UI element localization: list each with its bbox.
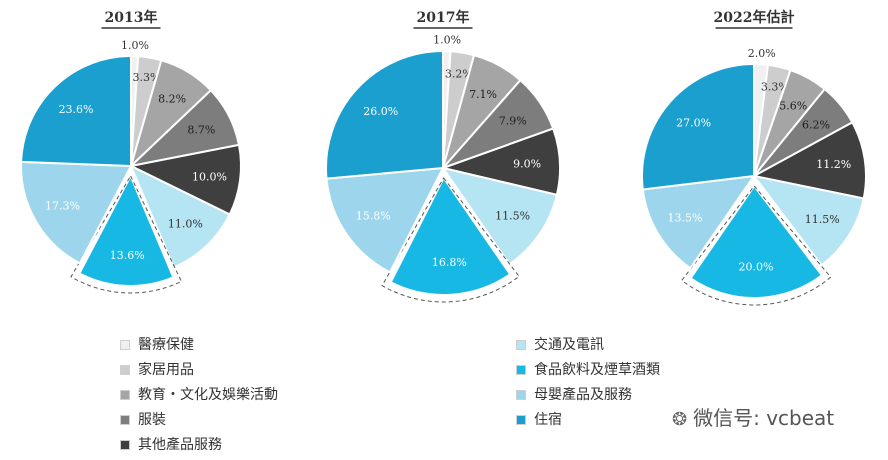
legend-swatch: [120, 440, 130, 450]
pie-data-label: 6.2%: [802, 118, 830, 131]
pie-data-label: 26.0%: [363, 105, 398, 118]
legend-label: 醫療保健: [138, 337, 194, 353]
legend-label: 教育・文化及娛樂活動: [138, 387, 278, 403]
pie-data-label: 7.9%: [499, 115, 527, 128]
pie-title: 2017年: [417, 9, 470, 26]
pie-data-label: 2.0%: [748, 47, 776, 60]
pie-data-label: 13.6%: [110, 249, 145, 262]
legend-label: 食品飲料及煙草酒類: [534, 362, 660, 378]
pie-slice: [440, 166, 559, 266]
pie-data-label: 20.0%: [739, 261, 774, 274]
pie-slice: [127, 143, 242, 216]
pie-slice: [325, 166, 445, 274]
pie-data-label: 15.8%: [356, 209, 391, 222]
pie-data-label: 16.8%: [432, 256, 467, 269]
pie-data-label: 3.3%: [761, 81, 789, 94]
pie-slice: [641, 174, 757, 270]
pie-data-label: 11.5%: [805, 213, 840, 226]
highlight-outline: [70, 174, 183, 294]
pie-data-label: 3.2%: [445, 67, 473, 80]
pie-chart-0: 2013年 1.0% 3.3% 8.2% 8.7% 10.0% 11.0% 13.6% 17.3…: [20, 9, 242, 294]
pie-slice: [78, 173, 175, 287]
legend-item: 交通及電訊: [516, 334, 604, 354]
pie-data-label: 9.0%: [513, 157, 541, 170]
pie-data-label: 7.1%: [469, 88, 497, 101]
pie-data-label: 8.7%: [187, 124, 215, 137]
legend-swatch: [120, 340, 130, 350]
legend-item: 服裝: [120, 409, 166, 429]
legend-swatch: [120, 415, 130, 425]
legend-swatch: [516, 415, 526, 425]
wechat-icon: ❂: [672, 409, 688, 430]
legend-swatch: [516, 365, 526, 375]
highlight-outline: [681, 185, 832, 306]
pie-data-label: 3.3%: [132, 71, 160, 84]
legend-item: 食品飲料及煙草酒類: [516, 359, 660, 379]
pie-chart-1: 2017年 1.0% 3.2% 7.1% 7.9% 9.0% 11.5% 16.8% 15.8%…: [325, 9, 561, 303]
watermark: ❂ 微信号: vcbeat: [672, 402, 834, 431]
pie-data-label: 11.2%: [816, 158, 851, 171]
pie-slice: [129, 163, 232, 269]
legend-label: 交通及電訊: [534, 337, 604, 353]
pie-slice: [389, 176, 512, 296]
pie-data-label: 17.3%: [45, 200, 80, 213]
legend-swatch: [516, 390, 526, 400]
pie-data-label: 11.5%: [495, 210, 530, 223]
pie-title: 2013年: [105, 9, 158, 26]
pie-slice: [641, 62, 755, 191]
pie-chart-2: 2022年估計 2.0% 3.3% 5.6% 6.2% 11.2% 11.5% 20.0% 13…: [641, 9, 867, 306]
legend-swatch: [516, 340, 526, 350]
pie-data-label: 10.0%: [192, 170, 227, 183]
legend-item: 醫療保健: [120, 334, 194, 354]
pie-data-label: 23.6%: [59, 103, 94, 116]
legend-item: 其他產品服務: [120, 434, 222, 454]
pie-slice: [20, 160, 133, 265]
pie-data-label: 1.0%: [121, 39, 149, 52]
pie-slice: [20, 54, 132, 168]
pie-slice: [689, 184, 824, 299]
legend-label: 其他產品服務: [138, 437, 222, 453]
pie-title: 2022年估計: [714, 9, 795, 26]
pie-data-label: 11.0%: [168, 218, 203, 231]
pie-data-label: 5.6%: [779, 100, 807, 113]
legend-label: 住宿: [534, 412, 562, 428]
legend-swatch: [120, 365, 130, 375]
pie-data-label: 13.5%: [668, 212, 703, 225]
highlight-outline: [381, 177, 520, 303]
watermark-text: 微信号: vcbeat: [693, 406, 835, 430]
legend-label: 母嬰產品及服務: [534, 387, 632, 403]
legend-swatch: [120, 390, 130, 400]
pie-slice: [751, 174, 865, 267]
legend-label: 服裝: [138, 412, 166, 428]
legend-label: 家居用品: [138, 362, 194, 378]
legend-item: 家居用品: [120, 359, 194, 379]
pie-data-label: 1.0%: [433, 33, 461, 46]
legend-item: 教育・文化及娛樂活動: [120, 384, 278, 404]
pie-data-label: 27.0%: [676, 117, 711, 130]
legend-item: 住宿: [516, 409, 562, 429]
pie-data-label: 8.2%: [158, 92, 186, 105]
pie-slice: [325, 49, 444, 180]
legend-item: 母嬰產品及服務: [516, 384, 632, 404]
pie-slice: [751, 120, 867, 200]
